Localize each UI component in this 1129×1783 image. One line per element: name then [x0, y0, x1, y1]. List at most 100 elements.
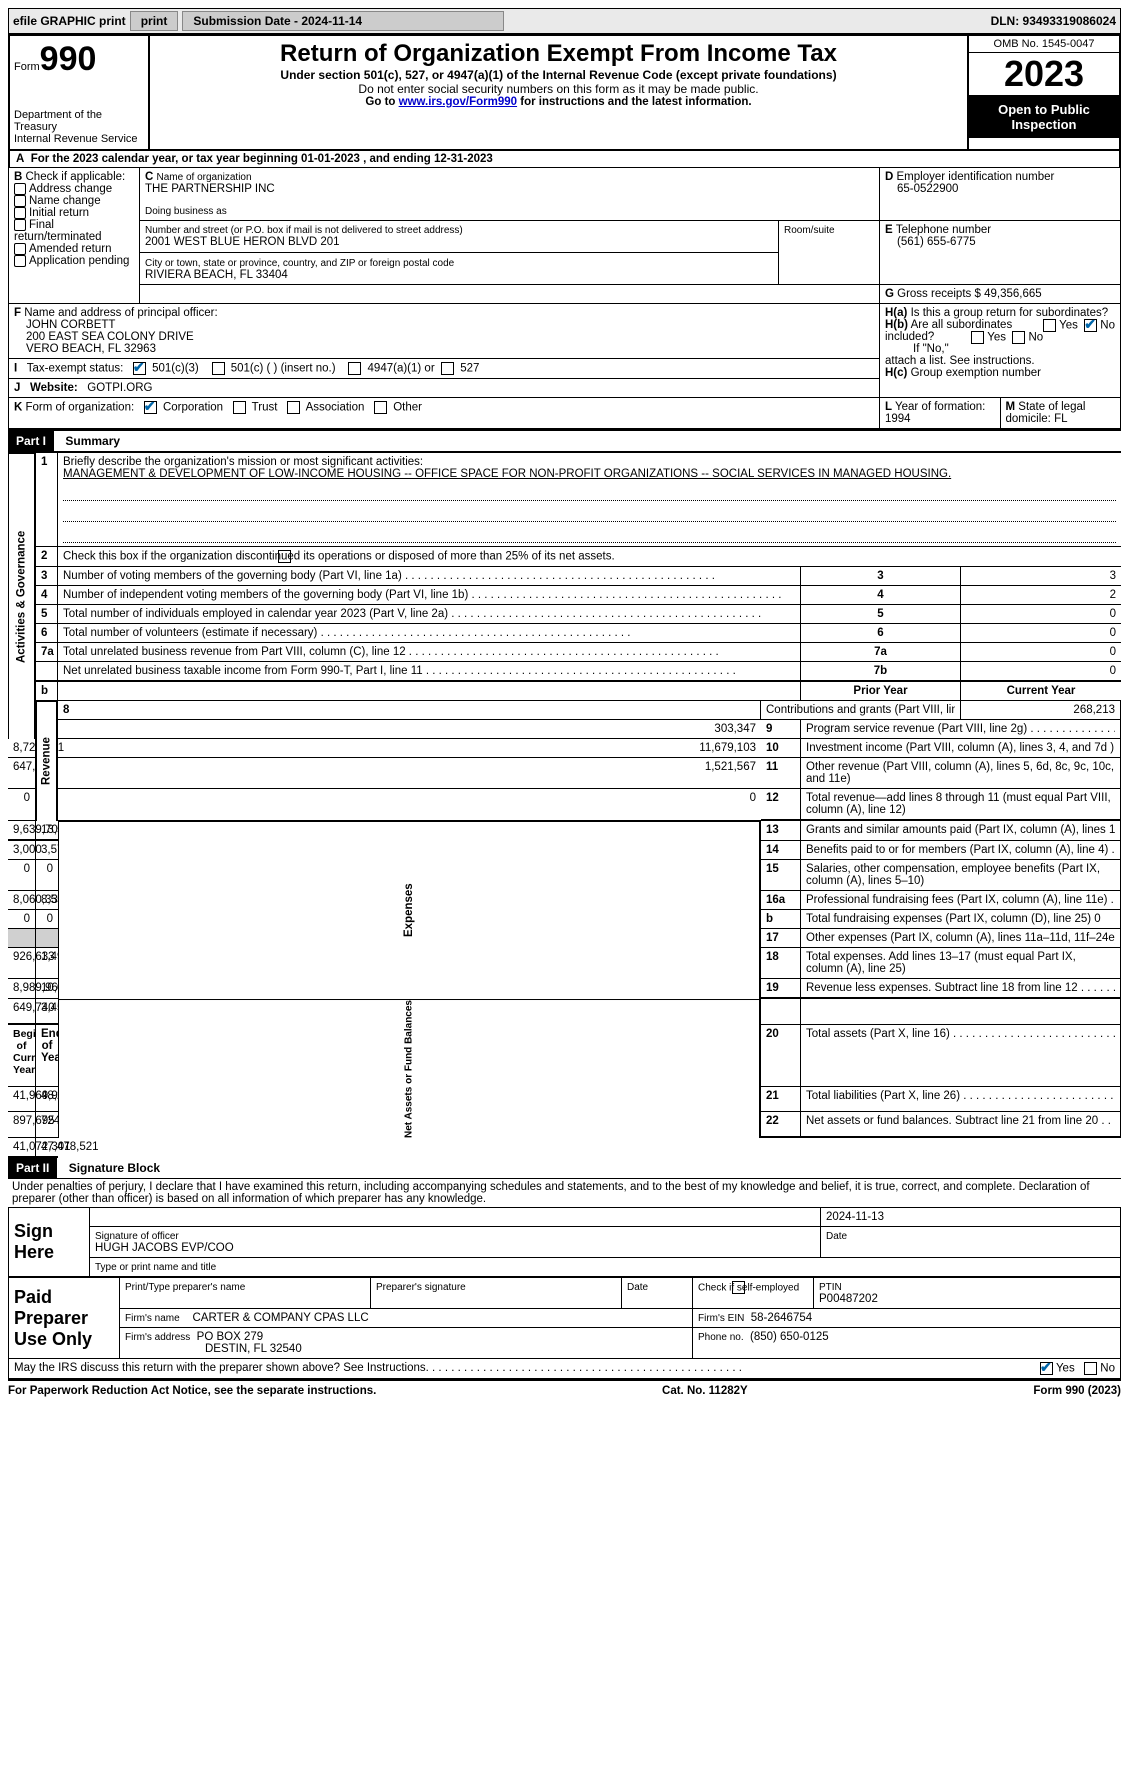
ptin-value: P00487202: [819, 1293, 878, 1305]
checkbox-initial-return[interactable]: [14, 207, 26, 219]
state-domicile-value: FL: [1054, 413, 1067, 425]
signature-table: Sign Here 2024-11-13 Signature of office…: [8, 1207, 1121, 1277]
line15-text: Salaries, other compensation, employee b…: [806, 863, 1100, 887]
instr-post: for instructions and the latest informat…: [517, 96, 752, 108]
firm-ein-label: Firm's EIN: [698, 1313, 744, 1324]
officer-addr1: 200 EAST SEA COLONY DRIVE: [26, 331, 194, 343]
line9-text: Program service revenue (Part VIII, line…: [806, 723, 1027, 735]
line11-current: 0: [58, 789, 761, 821]
ha-no-checkbox[interactable]: [1084, 319, 1097, 332]
firm-addr1: PO BOX 279: [197, 1331, 263, 1343]
line2-checkbox[interactable]: [278, 550, 291, 563]
line17-current: 1,494,652: [36, 948, 58, 979]
city-value: RIVIERA BEACH, FL 33404: [145, 269, 288, 281]
cb-other[interactable]: [374, 401, 387, 414]
cb-501c3[interactable]: [133, 362, 146, 375]
self-employed-label: Check if self-employed: [698, 1283, 799, 1294]
opt-application-pending: Application pending: [29, 255, 129, 267]
opt-501c: 501(c) ( ) (insert no.): [231, 363, 336, 375]
tax-exempt-label: Tax-exempt status:: [27, 363, 124, 375]
part-1-tag: Part I: [8, 431, 54, 451]
line13-current: 3,573: [36, 841, 58, 860]
prep-date-label: Date: [627, 1282, 648, 1293]
cb-self-employed[interactable]: [732, 1281, 745, 1294]
gross-receipts-value: 49,356,665: [984, 288, 1042, 300]
footer-center: Cat. No. 11282Y: [662, 1385, 748, 1397]
line19-prior: 649,740: [8, 999, 36, 1025]
form-org-label: Form of organization:: [26, 402, 135, 414]
officer-addr2: VERO BEACH, FL 32963: [26, 343, 156, 355]
discuss-yes: Yes: [1056, 1363, 1075, 1375]
print-button[interactable]: print: [130, 11, 179, 31]
org-name: THE PARTNERSHIP INC: [145, 183, 275, 195]
firm-phone: (850) 650-0125: [750, 1331, 829, 1343]
cb-4947[interactable]: [348, 362, 361, 375]
opt-other: Other: [393, 402, 422, 414]
cb-corporation[interactable]: [144, 401, 157, 414]
firm-name: CARTER & COMPANY CPAS LLC: [192, 1312, 368, 1324]
cb-527[interactable]: [441, 362, 454, 375]
opt-final-return: Final return/terminated: [14, 219, 102, 243]
cb-501c[interactable]: [212, 362, 225, 375]
ha-yes-checkbox[interactable]: [1043, 319, 1056, 332]
firm-addr-label: Firm's address: [125, 1332, 190, 1343]
street-label: Number and street (or P.O. box if mail i…: [145, 225, 463, 236]
perjury-statement: Under penalties of perjury, I declare th…: [8, 1179, 1121, 1207]
discuss-question: May the IRS discuss this return with the…: [14, 1362, 429, 1374]
opt-trust: Trust: [252, 402, 278, 414]
room-label: Room/suite: [784, 225, 835, 236]
checkbox-amended-return[interactable]: [14, 243, 26, 255]
line1-label: Briefly describe the organization's miss…: [63, 456, 423, 468]
state-domicile-label: State of legal domicile:: [1006, 401, 1086, 425]
tax-year: 2023: [969, 53, 1119, 96]
cb-trust[interactable]: [233, 401, 246, 414]
form-prefix: Form: [14, 61, 40, 73]
opt-501c3: 501(c)(3): [152, 363, 199, 375]
checkbox-name-change[interactable]: [14, 195, 26, 207]
vlabel-expenses: Expenses: [58, 821, 761, 999]
opt-527: 527: [460, 363, 479, 375]
checkbox-address-change[interactable]: [14, 183, 26, 195]
line5-text: Total number of individuals employed in …: [63, 608, 448, 620]
checkbox-application-pending[interactable]: [14, 255, 26, 267]
irs-link[interactable]: www.irs.gov/Form990: [399, 96, 517, 108]
hdr-current: Current Year: [961, 682, 1121, 701]
line20-prior: 41,969,996: [8, 1087, 36, 1112]
prep-sig-label: Preparer's signature: [376, 1282, 466, 1293]
line14-prior: 0: [8, 860, 36, 891]
hdr-eoy: End of Year: [36, 1025, 58, 1086]
form-number: 990: [40, 40, 97, 78]
hb-no-checkbox[interactable]: [1012, 331, 1025, 344]
phone-value: (561) 655-6775: [885, 236, 1115, 248]
ha-label: Is this a group return for subordinates?: [911, 307, 1109, 319]
line8-current: 303,347: [58, 720, 761, 739]
submission-date: Submission Date - 2024-11-14: [182, 11, 504, 31]
part-2-title: Signature Block: [61, 1158, 168, 1178]
line22-current: 47,478,521: [36, 1138, 58, 1158]
line14-text: Benefits paid to or for members (Part IX…: [806, 844, 1108, 856]
instr-pre: Go to: [365, 96, 398, 108]
footer-left: For Paperwork Reduction Act Notice, see …: [8, 1385, 376, 1397]
officer-signature: HUGH JACOBS EVP/COO: [95, 1242, 234, 1254]
line4-value: 2: [961, 586, 1121, 605]
line10-text: Investment income (Part VIII, column (A)…: [806, 742, 1114, 754]
line20-current: 48,203,272: [36, 1087, 58, 1112]
hb-yes-checkbox[interactable]: [971, 331, 984, 344]
line7b-value: 0: [961, 662, 1121, 682]
ptin-label: PTIN: [819, 1282, 842, 1293]
opt-association: Association: [306, 402, 365, 414]
form-header: Form990 Department of the Treasury Inter…: [8, 34, 1121, 151]
discuss-yes-checkbox[interactable]: [1040, 1362, 1053, 1375]
checkbox-final-return[interactable]: [14, 219, 26, 231]
part-2-header: Part II Signature Block: [8, 1158, 1121, 1179]
hb-note: If "No," attach a list. See instructions…: [885, 343, 1035, 367]
line12-current: 13,504,017: [36, 821, 58, 841]
line3-value: 3: [961, 567, 1121, 586]
dept-line2: Internal Revenue Service: [14, 133, 144, 145]
line6-text: Total number of volunteers (estimate if …: [63, 627, 317, 639]
discuss-no-checkbox[interactable]: [1084, 1362, 1097, 1375]
form-subtitle-2: Do not enter social security numbers on …: [158, 82, 959, 96]
open-inspection: Open to Public Inspection: [969, 96, 1119, 138]
year-formation-label: Year of formation:: [895, 401, 985, 413]
cb-association[interactable]: [287, 401, 300, 414]
